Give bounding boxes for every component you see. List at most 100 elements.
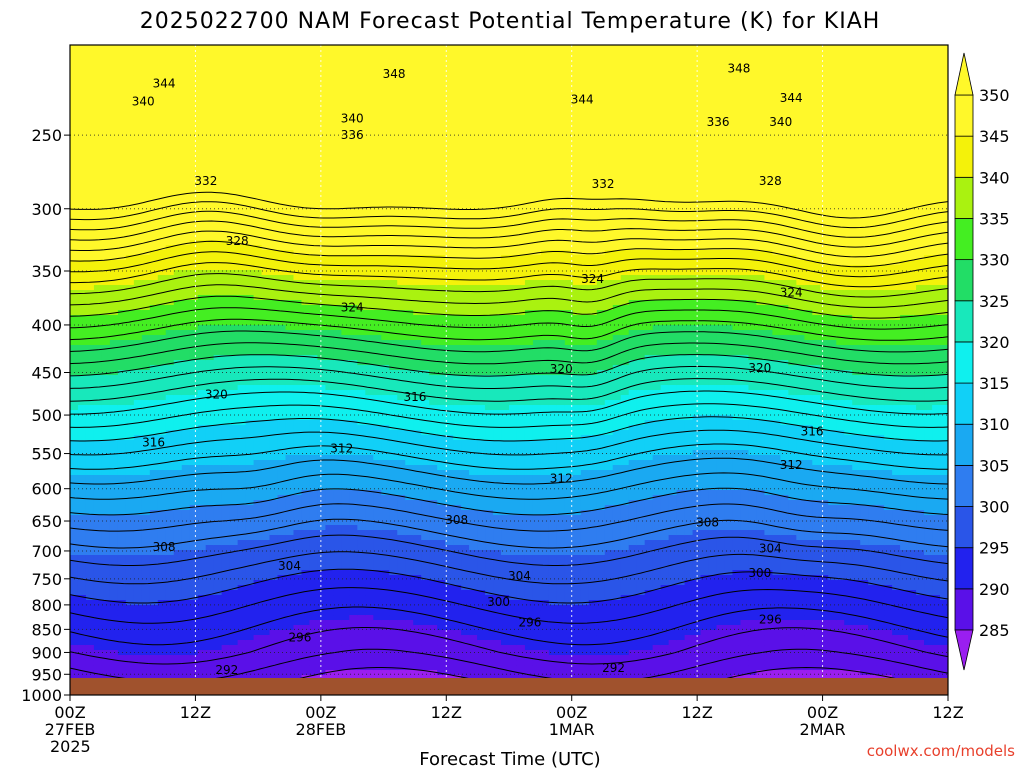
theta-cell [365,85,374,91]
theta-cell [373,245,382,251]
theta-cell [181,450,191,456]
theta-cell [197,50,207,56]
theta-cell [149,475,159,481]
theta-cell [157,285,167,291]
theta-cell [117,200,127,206]
theta-cell [285,615,295,621]
theta-cell [77,305,87,311]
theta-cell [117,60,127,66]
theta-cell [165,205,175,211]
theta-cell [237,520,247,526]
theta-cell [70,530,79,536]
theta-cell [213,330,223,336]
theta-cell [357,90,366,96]
theta-cell [285,370,295,376]
theta-cell [85,640,95,646]
theta-cell [317,525,327,531]
theta-cell [357,45,366,51]
theta-cell [133,455,143,461]
theta-cell [189,510,199,516]
theta-cell [109,325,119,331]
theta-cell [229,525,239,531]
theta-cell [133,655,143,661]
theta-cell [173,100,183,106]
theta-cell [165,250,175,256]
theta-cell [77,290,87,296]
theta-cell [157,310,167,316]
theta-cell [213,525,223,531]
theta-cell [229,455,239,461]
theta-cell [125,100,135,106]
theta-cell [205,460,215,466]
theta-cell [125,420,135,426]
theta-cell [309,180,319,186]
theta-cell [333,325,342,331]
theta-cell [301,380,311,386]
theta-cell [125,150,135,156]
theta-cell [317,650,327,656]
theta-cell [237,435,247,441]
theta-cell [181,385,191,391]
theta-cell [269,330,279,336]
theta-cell [325,230,334,236]
theta-cell [93,420,103,426]
theta-cell [173,595,183,601]
theta-cell [261,65,271,71]
theta-cell [365,615,374,621]
theta-cell [77,265,87,271]
theta-cell [245,205,255,211]
theta-cell [229,195,239,201]
theta-cell [197,70,207,76]
theta-cell [357,95,366,101]
theta-cell [101,640,111,646]
theta-cell [309,55,319,61]
theta-cell [165,70,175,76]
theta-cell [173,285,183,291]
theta-cell [101,585,111,591]
theta-cell [77,640,87,646]
theta-cell [237,470,247,476]
theta-cell [205,630,215,636]
theta-cell [77,240,87,246]
theta-cell [301,245,311,251]
theta-cell [157,660,167,666]
theta-cell [189,45,199,51]
theta-cell [70,580,79,586]
theta-cell [181,70,191,76]
theta-cell [325,320,334,326]
theta-cell [325,235,334,241]
theta-cell [197,480,207,486]
theta-cell [197,610,207,616]
theta-cell [189,355,199,361]
theta-cell [70,265,79,271]
theta-cell [261,430,271,436]
theta-cell [245,365,255,371]
theta-cell [341,265,350,271]
theta-cell [277,450,287,456]
theta-cell [157,520,167,526]
theta-cell [261,90,271,96]
theta-cell [269,395,279,401]
theta-cell [189,420,199,426]
theta-cell [85,225,95,231]
theta-cell [301,285,311,291]
theta-cell [373,255,382,261]
theta-cell [77,300,87,306]
theta-cell [213,325,223,331]
theta-cell [77,170,87,176]
theta-cell [253,175,263,181]
theta-cell [277,480,287,486]
theta-cell [349,655,358,661]
theta-cell [229,125,239,131]
theta-cell [205,305,215,311]
theta-cell [253,595,263,601]
theta-cell [333,235,342,241]
theta-cell [301,220,311,226]
theta-cell [245,515,255,521]
theta-cell [357,375,366,381]
theta-cell [181,160,191,166]
theta-cell [70,190,79,196]
theta-cell [157,440,167,446]
theta-cell [93,520,103,526]
theta-cell [301,565,311,571]
